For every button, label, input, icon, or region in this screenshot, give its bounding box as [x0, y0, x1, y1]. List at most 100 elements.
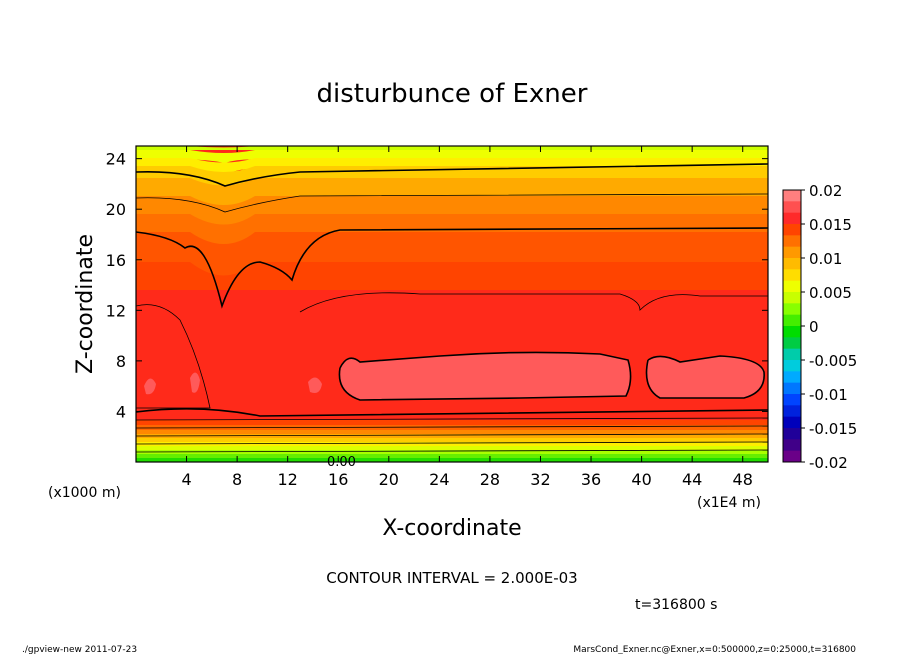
contour-line — [338, 351, 632, 401]
contour-band — [136, 446, 768, 450]
x-tick-label: 40 — [631, 470, 651, 489]
colorbar-label: 0.015 — [809, 216, 852, 234]
contour-line — [645, 355, 765, 399]
colorbar-swatch — [783, 428, 801, 440]
contour-line — [136, 433, 768, 437]
contour-band — [144, 378, 156, 395]
contour-band — [136, 434, 768, 438]
x-axis-label: X-coordinate — [382, 516, 521, 541]
x-tick-label: 12 — [278, 470, 298, 489]
colorbar-swatch — [783, 348, 801, 361]
colorbar-label: 0.01 — [809, 250, 842, 268]
colorbar-swatch — [783, 314, 801, 327]
colorbar-swatch — [783, 235, 801, 248]
colorbar-swatch — [783, 224, 801, 236]
colorbar-swatch — [783, 258, 801, 270]
colorbar-swatch — [783, 326, 801, 338]
colorbar-swatch — [783, 212, 801, 225]
y-tick-label: 12 — [106, 301, 126, 320]
contour-line — [136, 227, 768, 309]
contour-band — [136, 214, 768, 262]
contour-band — [136, 158, 768, 176]
colorbar-swatch — [783, 416, 801, 429]
contour-line — [136, 425, 768, 429]
x-tick-label: 16 — [328, 470, 348, 489]
colorbar-label: 0 — [809, 318, 819, 336]
plot-frame — [135, 145, 769, 463]
y-axis-label: Z-coordinate — [73, 234, 98, 374]
colorbar-label: -0.015 — [809, 420, 857, 438]
colorbar-swatch — [783, 360, 801, 372]
colorbar-label: 0.02 — [809, 182, 842, 200]
contour-line — [136, 441, 768, 445]
x-tick-label: 48 — [733, 470, 753, 489]
contour-band — [308, 377, 322, 393]
y-axis: 4 8 12 16 20 24 — [106, 150, 768, 421]
contour-band — [136, 450, 768, 454]
contour-band — [136, 438, 768, 442]
colorbar-label: -0.005 — [809, 352, 857, 370]
contour-band — [136, 232, 768, 297]
chart-title: disturbunce of Exner — [317, 79, 588, 109]
colorbar-label: 0.005 — [809, 284, 852, 302]
contour-band — [136, 178, 768, 216]
colorbar-swatch — [783, 190, 801, 202]
contour-field — [136, 146, 768, 462]
colorbar-label: -0.01 — [809, 386, 848, 404]
colorbar-swatch — [783, 394, 801, 406]
contour-line — [136, 163, 768, 187]
contour-band — [136, 196, 768, 239]
colorbar-label: -0.02 — [809, 454, 848, 472]
x-tick-label: 28 — [480, 470, 500, 489]
time-text: t=316800 s — [635, 597, 717, 613]
contour-line — [136, 417, 768, 421]
x-tick-label: 20 — [379, 470, 399, 489]
x-unit-left: (x1000 m) — [48, 485, 121, 501]
colorbar-swatch — [783, 382, 801, 395]
contour-band — [136, 458, 768, 462]
x-axis: 4 8 12 16 20 24 28 32 36 40 44 48 — [181, 146, 753, 489]
contour-band — [339, 352, 631, 400]
x-tick-label: 44 — [682, 470, 702, 489]
colorbar-swatch — [783, 450, 801, 463]
footer-right: MarsCond_Exner.nc@Exner,x=0:500000,z=0:2… — [573, 645, 856, 654]
contour-line — [136, 449, 768, 453]
colorbar-swatch — [783, 439, 801, 452]
colorbar-swatch — [783, 292, 801, 304]
footer-left: ./gpview-new 2011-07-23 — [22, 645, 137, 654]
contour-band — [136, 454, 768, 458]
colorbar-swatch — [783, 269, 801, 282]
contour-band — [136, 442, 768, 446]
contour-band — [136, 420, 768, 425]
colorbar-swatch — [783, 371, 801, 384]
y-tick-label: 4 — [116, 402, 126, 421]
contour-line — [136, 304, 211, 409]
contour-band — [136, 146, 768, 150]
x-tick-label: 32 — [530, 470, 550, 489]
x-tick-label: 24 — [429, 470, 449, 489]
contour-band — [136, 262, 768, 326]
colorbar — [782, 189, 802, 463]
x-tick-label: 36 — [581, 470, 601, 489]
y-tick-label: 8 — [116, 352, 126, 371]
contour-line — [136, 408, 768, 417]
contour-line — [136, 193, 768, 213]
contour-interval-text: CONTOUR INTERVAL = 2.000E-03 — [326, 569, 577, 587]
x-unit-right: (x1E4 m) — [697, 495, 761, 511]
x-tick-label: 4 — [181, 470, 191, 489]
colorbar-swatch — [783, 337, 801, 350]
y-tick-label: 20 — [106, 200, 126, 219]
x-tick-label: 8 — [232, 470, 242, 489]
contour-band — [646, 356, 765, 398]
contour-band — [190, 372, 200, 393]
zero-contour-label: 0.00 — [327, 455, 356, 470]
colorbar-swatch — [783, 280, 801, 293]
colorbar-swatch — [783, 201, 801, 214]
contour-line — [299, 292, 768, 313]
colorbar-labels: 0.02 0.015 0.01 0.005 0 -0.005 -0.01 -0.015 -0.0… — [801, 182, 857, 472]
y-tick-label: 16 — [106, 251, 126, 270]
contour-band — [136, 430, 768, 434]
y-tick-label: 24 — [106, 150, 126, 169]
colorbar-swatch — [783, 303, 801, 316]
